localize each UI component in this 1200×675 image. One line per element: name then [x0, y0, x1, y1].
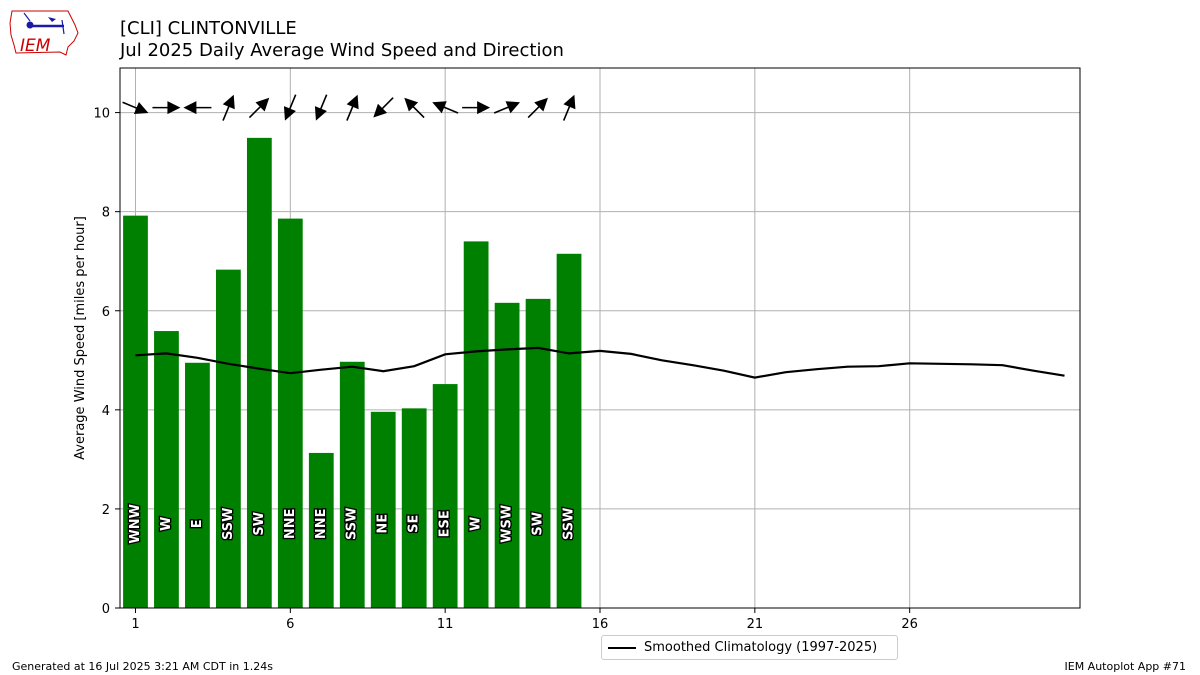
app-credit: IEM Autoplot App #71 — [1064, 660, 1187, 673]
legend-line-swatch — [608, 647, 636, 649]
wind-arrow — [122, 101, 149, 115]
wind-arrow-head — [314, 106, 327, 121]
bar-day-1 — [123, 215, 148, 608]
climatology-line — [135, 346, 1065, 379]
chart-title: [CLI] CLINTONVILLE — [120, 18, 297, 39]
direction-label: ESE — [438, 510, 453, 537]
direction-label: NNE — [283, 508, 298, 539]
bar-day-14 — [525, 298, 551, 608]
wind-arrow-head — [283, 106, 296, 121]
wind-arrow-head — [432, 101, 447, 114]
y-tick-label: 6 — [102, 305, 110, 320]
logo-text: IEM — [20, 36, 51, 56]
bar-day-15 — [556, 253, 582, 608]
bar-day-5 — [246, 137, 272, 608]
direction-label: SW — [252, 512, 267, 536]
bar-day-7 — [308, 452, 334, 608]
y-tick-label: 0 — [102, 602, 110, 617]
chart-subtitle: Jul 2025 Daily Average Wind Speed and Di… — [120, 40, 564, 61]
wind-arrow-head — [167, 101, 181, 115]
bar-day-12 — [463, 241, 489, 608]
direction-label: WNW — [128, 504, 143, 544]
wind-arrow-head — [133, 102, 149, 115]
wind-arrow-head — [255, 97, 270, 112]
wind-arrow — [462, 101, 491, 115]
x-tick-label: 26 — [901, 617, 918, 632]
bar-day-4 — [216, 269, 241, 608]
bar-day-9 — [370, 411, 396, 608]
wind-arrow-head — [222, 94, 235, 110]
bar-day-11 — [432, 384, 458, 608]
legend-label: Smoothed Climatology (1997-2025) — [644, 640, 878, 655]
wind-arrow-head — [404, 97, 419, 112]
direction-label: SSW — [562, 508, 577, 540]
wind-arrow — [314, 94, 328, 121]
direction-label: SSW — [221, 508, 236, 540]
y-tick-label: 4 — [102, 404, 110, 419]
bar-day-10 — [401, 408, 427, 608]
direction-label: SE — [407, 515, 422, 533]
direction-label: W — [159, 517, 174, 531]
wind-arrow — [562, 94, 576, 121]
y-axis-label: Average Wind Speed [miles per hour] — [73, 216, 88, 460]
wind-arrow-head — [183, 101, 197, 115]
wind-arrow-head — [373, 103, 388, 118]
y-tick-label: 2 — [102, 503, 110, 518]
x-tick-label: 6 — [286, 617, 294, 632]
direction-label: SSW — [345, 508, 360, 540]
direction-label: NE — [376, 514, 391, 534]
wind-arrow — [404, 97, 425, 119]
wind-arrow — [432, 101, 459, 114]
bar-day-2 — [154, 331, 179, 608]
y-tick-label: 8 — [102, 206, 110, 221]
wind-arrow — [527, 97, 548, 119]
direction-label: NNE — [314, 508, 329, 539]
x-tick-label: 16 — [592, 617, 609, 632]
direction-label: E — [190, 519, 205, 528]
wind-arrow — [493, 101, 521, 114]
bar-day-6 — [277, 218, 303, 608]
wind-arrow — [373, 97, 394, 118]
iem-logo-icon: IEM — [9, 10, 79, 56]
wind-arrow-head — [477, 101, 491, 115]
direction-label: W — [469, 517, 484, 531]
x-tick-label: 11 — [437, 617, 454, 632]
bar-day-8 — [339, 361, 365, 608]
legend: Smoothed Climatology (1997-2025) — [601, 635, 898, 660]
wind-arrow-head — [534, 97, 548, 112]
bar-day-13 — [494, 302, 520, 608]
direction-label: WSW — [500, 505, 515, 543]
generated-timestamp: Generated at 16 Jul 2025 3:21 AM CDT in … — [12, 660, 273, 673]
wind-arrow — [346, 94, 359, 121]
y-tick-label: 10 — [93, 107, 110, 122]
wind-arrow — [152, 101, 181, 115]
wind-arrow-head — [563, 94, 576, 110]
x-tick-label: 1 — [131, 617, 139, 632]
wind-arrow-head — [505, 101, 521, 114]
wind-arrow — [183, 101, 212, 115]
x-tick-label: 21 — [747, 617, 764, 632]
direction-label: SW — [531, 512, 546, 536]
wind-arrow — [222, 94, 235, 121]
wind-arrow-head — [346, 94, 359, 110]
bar-day-3 — [185, 362, 210, 608]
wind-arrow — [283, 94, 297, 121]
wind-arrow — [248, 97, 270, 119]
